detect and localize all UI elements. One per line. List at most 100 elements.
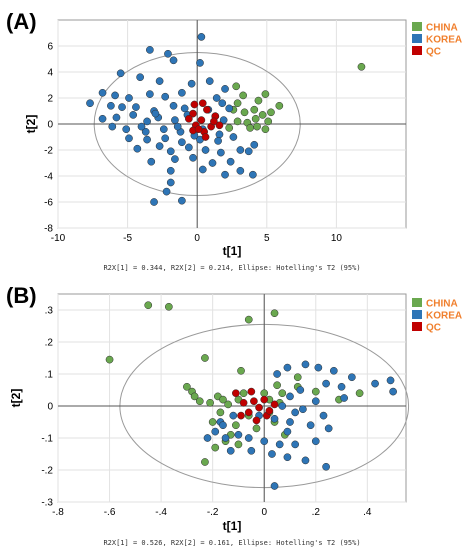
panel-b-points [105,301,397,490]
x-tick-label: .2 [312,507,321,518]
data-point-korea [107,101,115,110]
panel-a-points [86,33,366,206]
data-point-korea [250,140,259,149]
data-point-korea [217,148,225,157]
data-point-korea [161,134,170,143]
data-point-korea [214,137,222,145]
data-point-china [206,398,214,407]
data-point-korea [212,94,221,102]
data-point-korea [98,114,107,123]
panel-a-footnote: R2X[1] = 0.344, R2X[2] = 0.214, Ellipse:… [103,264,360,272]
data-point-china [234,440,243,449]
data-point-korea [291,440,300,449]
data-point-korea [225,104,234,113]
data-point-korea [146,46,154,54]
data-point-korea [236,166,245,175]
data-point-china [233,117,242,126]
x-tick-label: .4 [363,507,372,518]
data-point-korea [166,147,175,156]
series-qc [184,99,224,141]
data-point-china [254,96,263,105]
data-point-korea [291,408,300,417]
data-point-china [260,389,269,398]
data-point-korea [150,198,158,206]
data-point-qc [197,116,206,124]
legend-swatch-korea [412,34,422,43]
data-point-china [311,387,320,396]
series-china [105,301,364,466]
data-point-korea [125,134,133,143]
data-point-korea [260,437,269,446]
data-point-qc [255,403,263,412]
data-point-korea [146,90,154,98]
data-point-korea [219,116,228,124]
data-point-korea [337,382,346,391]
data-point-korea [132,103,140,111]
data-point-korea [301,456,310,465]
data-point-china [219,395,227,404]
data-point-korea [249,170,257,179]
data-point-korea [197,33,206,41]
data-point-korea [211,427,220,436]
data-point-korea [389,387,397,396]
data-point-korea [226,157,235,166]
data-point-qc [244,408,253,417]
data-point-qc [239,398,248,407]
data-point-china [201,458,209,466]
panel-b: (B) -.8 -.6 -.4 -.2 0 .2 .4 -.3 -.2 -.1 0 .1 .2 .3 t[… [6,283,462,547]
data-point-china [270,309,279,318]
data-point-china [253,122,261,131]
data-point-korea [169,56,178,65]
data-point-qc [232,389,240,398]
panel-a-letter: (A) [6,9,37,34]
data-point-korea [173,122,182,131]
data-point-korea [322,462,330,471]
data-point-korea [314,363,323,372]
data-point-qc [260,395,269,404]
panel-a-tick-labels: -10 -5 0 5 10 -8 -6 -4 -2 0 2 4 6 [44,42,342,245]
data-point-korea [270,414,279,423]
legend-swatch-china [412,22,422,31]
data-point-korea [98,88,107,97]
data-point-china [239,91,247,100]
y-tick-label: -4 [44,172,53,183]
data-point-korea [203,434,212,442]
y-tick-label: -2 [44,146,53,157]
data-point-china [261,125,270,134]
data-point-korea [171,155,179,163]
panel-b-tick-labels: -.8 -.6 -.4 -.2 0 .2 .4 -.3 -.2 -.1 0 .1 .2 .3 [41,306,372,519]
x-tick-label: -.4 [155,507,167,518]
data-point-korea [108,122,117,131]
data-point-korea [386,376,395,385]
data-point-china [246,124,254,132]
x-tick-label: -.8 [52,507,64,518]
data-point-korea [311,437,320,446]
data-point-china [250,105,259,114]
data-point-korea [229,133,238,141]
data-point-korea [322,379,330,388]
data-point-china [252,424,261,433]
data-point-korea [147,157,156,166]
data-point-korea [112,113,121,122]
y-tick-label: 6 [47,42,53,53]
data-point-korea [208,159,217,167]
panel-a: (A) -10 -5 0 5 10 -8 -6 -4 -2 0 2 4 6 t[1] t[2] R2X[… [6,9,462,272]
data-point-qc [190,100,199,109]
panel-b-footnote: R2X[1] = 0.526, R2X[2] = 0.161, Ellipse:… [103,539,360,547]
data-point-korea [270,482,279,490]
legend-label-china: CHINA [426,299,458,310]
data-point-korea [143,135,151,144]
data-point-qc [184,114,193,123]
data-point-qc [237,411,245,420]
data-point-qc [247,387,256,396]
data-point-china [244,315,253,324]
data-point-korea [151,109,160,118]
data-point-qc [215,121,224,130]
y-tick-label: .2 [45,338,54,349]
data-point-china [357,62,366,71]
data-point-korea [189,153,197,162]
data-point-korea [122,125,131,134]
data-point-qc [194,125,203,134]
data-point-china [293,373,302,382]
